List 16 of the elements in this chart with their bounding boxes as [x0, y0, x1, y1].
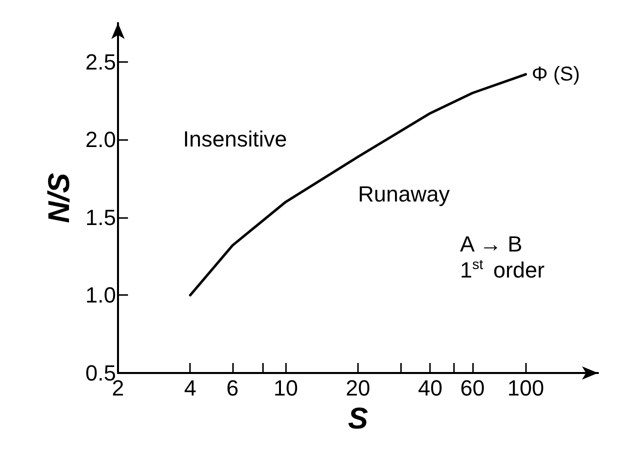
- x-tick-label: 100: [507, 376, 544, 400]
- y-tick-label: 1.0: [85, 282, 116, 308]
- x-tick-label: 40: [418, 376, 442, 400]
- y-tick-label: 2.0: [85, 127, 116, 152]
- y-tick-label: 1.5: [85, 204, 116, 230]
- annotation: Insensitive: [183, 126, 287, 152]
- x-tick-label: 4: [184, 376, 196, 400]
- x-tick-label: 10: [274, 376, 298, 400]
- x-tick-label: 6: [226, 376, 239, 400]
- y-axis-title: N/S: [43, 172, 76, 224]
- series-label: Φ (S): [532, 63, 580, 86]
- annotation: Runaway: [358, 182, 450, 206]
- x-axis-title: S: [348, 402, 368, 436]
- x-tick-label: 20: [346, 376, 370, 400]
- x-tick-label: 60: [460, 376, 485, 400]
- y-tick-label: 2.5: [85, 49, 116, 74]
